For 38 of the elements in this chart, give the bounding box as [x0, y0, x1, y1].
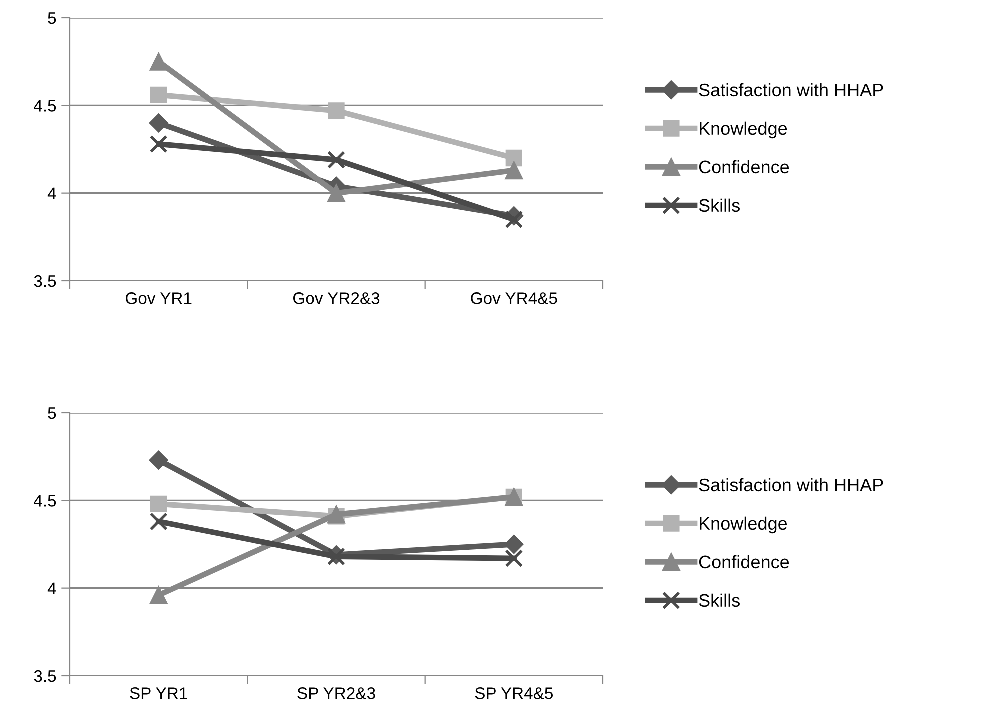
x-tick-label: Gov YR4&5	[471, 292, 558, 304]
y-tick-label: 4	[48, 188, 56, 200]
x-tick-label: Gov YR2&3	[293, 292, 380, 304]
point	[149, 450, 168, 470]
point	[505, 162, 524, 180]
y-tick-label: 5	[48, 408, 56, 420]
legend-label: Knowledge	[700, 122, 788, 139]
x-tick-label: SP YR4&5	[475, 688, 554, 700]
point	[328, 102, 345, 120]
legend-label: Skills	[699, 198, 740, 212]
y-tick-label: 4.5	[34, 495, 56, 507]
legend-label: Skills	[699, 594, 740, 608]
point	[505, 550, 524, 568]
point	[504, 534, 524, 554]
point	[327, 184, 346, 202]
x-tick-label: Gov YR1	[126, 292, 192, 304]
point	[327, 150, 346, 170]
point	[150, 52, 168, 71]
legend-label: Knowledge	[700, 516, 788, 534]
y-tick-label: 4	[48, 582, 56, 594]
point	[150, 86, 168, 104]
point	[150, 586, 168, 604]
point	[505, 210, 524, 229]
legend-label: Confidence	[699, 160, 790, 174]
x-tick-label: SP YR1	[130, 688, 188, 700]
point	[150, 512, 168, 531]
legend-label: Confidence	[699, 555, 790, 569]
x-tick-label: SP YR2&3	[298, 688, 376, 700]
point	[506, 150, 522, 167]
y-tick-label: 3.5	[34, 670, 56, 682]
legend-label: Satisfaction with HHAP	[699, 83, 884, 97]
point	[149, 114, 168, 133]
point	[150, 496, 168, 513]
y-tick-label: 5	[48, 12, 56, 24]
point	[150, 135, 168, 154]
y-tick-label: 4.5	[34, 100, 56, 112]
y-tick-label: 3.5	[34, 275, 56, 288]
legend-label: Satisfaction with HHAP	[699, 478, 884, 492]
